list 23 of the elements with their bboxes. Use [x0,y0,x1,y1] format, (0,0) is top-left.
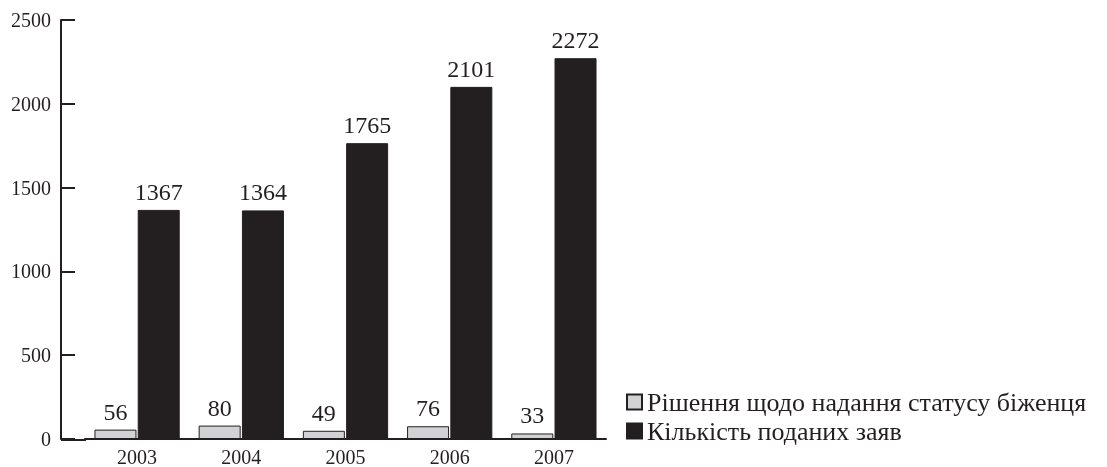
data-label: 1765 [343,112,392,139]
x-tick-label: 2005 [325,446,366,467]
y-tick-label: 1000 [11,260,51,283]
x-tick-label: 2003 [117,446,158,467]
y-tick-label: 2000 [11,92,51,115]
data-label: 2272 [551,27,600,54]
data-label: 56 [103,398,128,425]
data-label: 49 [311,399,336,426]
data-label: 80 [207,394,232,421]
y-tick-label: 2500 [11,9,51,31]
data-label: 33 [520,402,545,429]
data-label: 2101 [447,55,496,82]
legend-label: Рішення щодо надання статусу біженця [647,387,1087,417]
data-label: 1367 [134,178,183,205]
y-tick-label: 1500 [11,176,51,199]
x-tick-label: 2004 [221,446,262,467]
x-tick-label: 2007 [533,446,574,467]
y-tick-label: 0 [41,428,51,450]
y-tick-label: 500 [21,344,51,367]
x-tick-label: 2006 [429,446,470,467]
data-label: 1364 [238,179,287,206]
data-label: 76 [416,395,441,422]
legend-label: Кількість поданих заяв [647,416,902,446]
